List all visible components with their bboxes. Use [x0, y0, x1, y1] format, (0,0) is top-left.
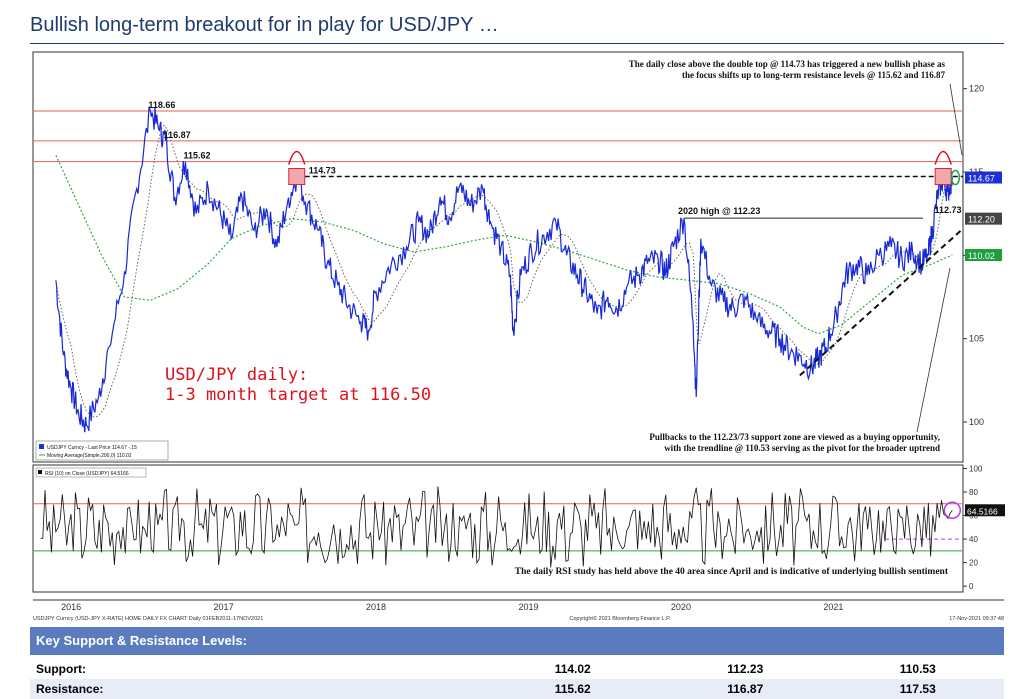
level-label: 115.62: [183, 151, 210, 161]
rsi-panel-frame: [32, 464, 964, 593]
rsi-legend-swatch: [38, 470, 42, 474]
key-levels-table: Key Support & Resistance Levels: Support…: [30, 627, 1004, 699]
x-tick-label: 2021: [823, 602, 843, 612]
rsi-legend-frame: [35, 467, 147, 478]
double-top-box: [288, 168, 306, 185]
level-label: 2020 high @ 112.23: [678, 206, 760, 216]
x-tick-label: 2020: [671, 602, 691, 612]
support-value-1: 114.02: [554, 662, 591, 676]
resistance-value-3: 117.53: [899, 682, 936, 696]
page-title: Bullish long-term breakout for in play f…: [30, 14, 499, 36]
annotation-top: The daily close above the double top @ 1…: [629, 59, 946, 80]
support-row: Support: 114.02 112.23 110.53: [30, 659, 1004, 679]
footer-timestamp: 17-Nov-2021 09:37:48: [949, 616, 1004, 622]
legend-item-price: USDJPY Curncy - Last Price 114.67 -.15: [47, 445, 137, 451]
price-tag-label: 112.20: [968, 215, 995, 225]
double-top-arc: [288, 150, 306, 165]
legend-item-sma: Moving Average(Simple,200,0) 110.02: [47, 453, 132, 459]
usdjpy-chart: 118.66 116.87 115.62 114.73 2020 high @ 112.…: [32, 51, 1005, 622]
footer-copyright: Copyright© 2021 Bloomberg Finance L.P.: [569, 615, 671, 622]
x-tick-label: 2018: [366, 602, 386, 612]
price-tag-box: [965, 249, 1002, 261]
annotation-top-line: the focus shifts up to long-term resista…: [682, 70, 945, 80]
sma-200-line: [55, 155, 953, 335]
price-tag-label: 110.02: [968, 251, 995, 261]
resistance-row: Resistance: 115.62 116.87 117.53: [30, 679, 1004, 699]
resistance-value-1: 115.62: [554, 682, 591, 696]
breakout-marker: [950, 169, 961, 186]
double-top-arc: [934, 150, 952, 165]
rsi-legend-label: RSI (10) on Close (USDJPY) 64.5166: [45, 471, 129, 477]
rsi-value-tag: [965, 504, 1005, 517]
resistance-label: Resistance:: [36, 682, 104, 696]
level-label: 114.73: [309, 166, 336, 176]
rsi-tick-label: 40: [969, 535, 978, 544]
legend: USDJPY Curncy - Last Price 114.67 -.15 Mo…: [35, 440, 169, 461]
y-tick-label: 100: [969, 417, 984, 427]
target-text: USD/JPY daily:1-3 month target at 116.50: [165, 365, 431, 405]
price-panel-frame: [32, 51, 964, 463]
y-tick-label: 120: [969, 84, 984, 94]
key-levels-header: Key Support & Resistance Levels:: [30, 627, 1004, 655]
annotation-bottom: Pullbacks to the 112.23/73 support zone …: [649, 432, 940, 453]
rsi-line: [40, 486, 953, 568]
support-value-3: 110.53: [899, 662, 936, 676]
x-tick-label: 2016: [61, 602, 81, 612]
level-label: 118.66: [148, 100, 175, 110]
annotation-bottom-line: with the trendline @ 110.53 serving as t…: [664, 443, 940, 453]
rsi-tick-label: 20: [969, 559, 978, 568]
footer-source: USDJPY Curncy (USD-JPY X-RATE) HOME DAIL…: [33, 616, 263, 622]
rsi-tick-label: 80: [969, 488, 978, 497]
rsi-tick-label: 100: [969, 465, 983, 474]
annotation-pointer: [916, 267, 951, 433]
price-line: [55, 106, 953, 433]
y-tick-label: 105: [969, 334, 984, 344]
rsi-tick-label: 0: [969, 582, 974, 591]
annotation-bottom-line: Pullbacks to the 112.23/73 support zone …: [649, 432, 940, 442]
support-value-2: 112.23: [727, 662, 764, 676]
uptrend-line: [799, 227, 964, 377]
x-tick-label: 2017: [214, 602, 234, 612]
level-label: 112.73: [935, 205, 962, 215]
target-text-line: USD/JPY daily:: [165, 365, 308, 385]
price-tag-box: [965, 212, 1002, 225]
rsi-marker: [943, 501, 962, 520]
support-label: Support:: [36, 662, 86, 676]
double-top-box: [934, 168, 952, 185]
legend-swatch-price: [39, 444, 44, 449]
short-ma-line: [55, 124, 952, 418]
level-label: 116.87: [164, 130, 191, 140]
price-tag-label: 114.67: [968, 174, 995, 184]
x-tick-label: 2019: [518, 602, 538, 612]
price-tag-box: [965, 171, 1002, 184]
legend-frame: [35, 440, 169, 461]
rsi-value-label: 64.5166: [967, 506, 998, 516]
target-text-line: 1-3 month target at 116.50: [165, 385, 431, 405]
annotation-pointer: [949, 83, 963, 156]
title-divider: [30, 43, 1004, 44]
annotation-top-line: The daily close above the double top @ 1…: [629, 59, 946, 69]
resistance-value-2: 116.87: [727, 682, 764, 696]
rsi-annotation: The daily RSI study has held above the 4…: [515, 567, 949, 577]
